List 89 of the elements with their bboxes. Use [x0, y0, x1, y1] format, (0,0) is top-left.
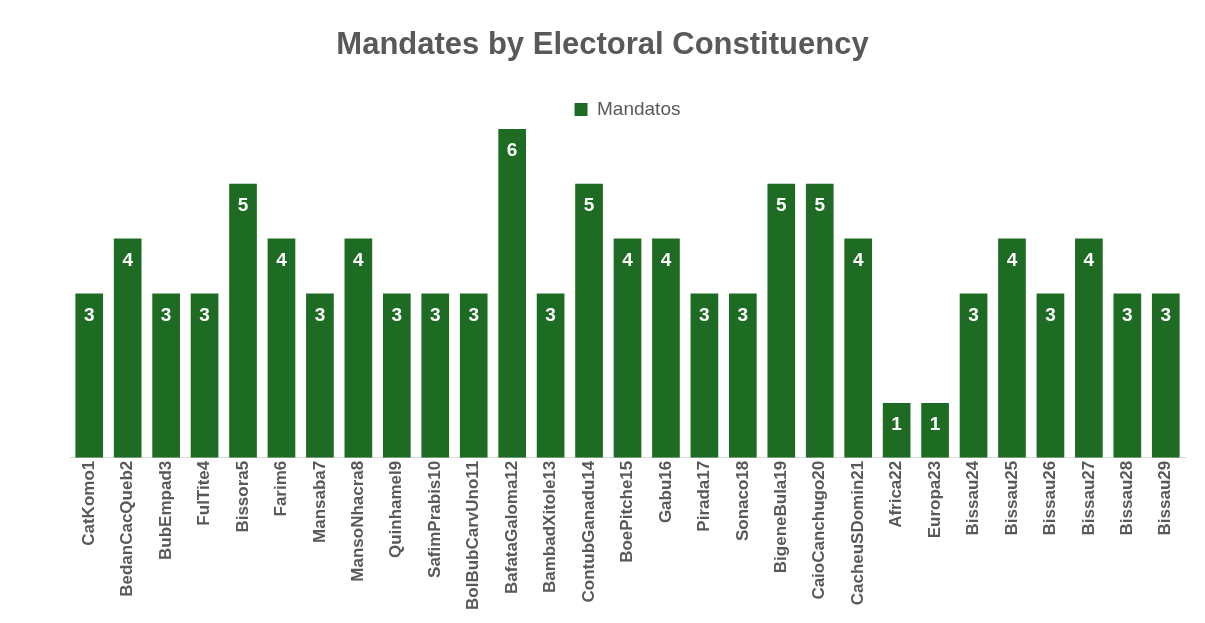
bar: [575, 183, 603, 458]
x-tick-label: BedanCacQueb2: [117, 460, 137, 597]
data-label: 4: [660, 248, 672, 270]
data-label: 6: [506, 139, 518, 161]
x-tick-label: BoePitche15: [617, 460, 637, 563]
bar: [536, 293, 565, 458]
bar: [767, 183, 796, 458]
data-label: 3: [83, 303, 95, 325]
data-label: 3: [1045, 303, 1056, 325]
x-tick-label: Quinhamel9: [386, 460, 406, 559]
x-tick-label: Bissau24: [963, 460, 983, 536]
data-label: 4: [852, 248, 864, 270]
bar: [1075, 238, 1103, 458]
bar: [421, 293, 450, 458]
data-label: 3: [1160, 303, 1172, 325]
bar: [459, 293, 488, 458]
x-tick-label: Bissau25: [1001, 460, 1021, 536]
x-tick-label: Bissau29: [1155, 460, 1175, 536]
bar: [267, 238, 296, 458]
bar: [690, 293, 719, 458]
data-label: 3: [314, 303, 326, 325]
x-tick-label: CatKomo1: [78, 460, 98, 546]
bar: [729, 293, 757, 458]
x-tick-label: Bissau26: [1040, 460, 1060, 536]
chart-title: Mandates by Electoral Constituency: [335, 26, 870, 62]
data-label: 3: [1122, 303, 1133, 325]
data-label: 3: [429, 303, 441, 325]
bar: [998, 238, 1026, 458]
data-label: 5: [237, 194, 249, 216]
x-tick-label: Farim6: [271, 460, 291, 517]
data-label: 1: [891, 413, 903, 435]
bar: [498, 129, 526, 458]
data-label: 3: [391, 303, 403, 325]
data-label: 3: [737, 303, 749, 325]
bar: [921, 402, 949, 458]
bar: [805, 183, 834, 458]
x-tick-label: Gabu16: [655, 460, 675, 524]
x-tick-label: FulTite4: [194, 460, 214, 526]
bar: [382, 293, 411, 458]
data-label: 3: [545, 303, 556, 325]
data-label: 3: [699, 303, 710, 325]
legend-label: Mandatos: [597, 97, 681, 119]
data-label: 5: [776, 194, 787, 216]
bar: [1036, 293, 1065, 458]
x-tick-label: Bissora5: [232, 460, 252, 533]
data-label: 4: [122, 248, 134, 270]
bar: [113, 238, 142, 458]
x-tick-label: CacheuSDomin21: [847, 460, 867, 606]
x-tick-label: BolBubCarvUno11: [463, 460, 483, 610]
bar: [152, 293, 180, 458]
bar: [844, 238, 873, 458]
bar: [344, 238, 373, 458]
x-tick-label: MansoNhacra8: [348, 460, 368, 582]
x-tick-label: Pirada17: [694, 460, 714, 532]
x-tick-label: Sonaco18: [732, 460, 752, 542]
x-tick-label: BigeneBula19: [770, 460, 790, 574]
data-label: 3: [160, 303, 172, 325]
data-label: 5: [583, 194, 595, 216]
bar: [75, 293, 104, 458]
data-label: 1: [929, 413, 941, 435]
x-tick-label: BambadXitole13: [540, 460, 560, 594]
data-label: 4: [1006, 248, 1018, 270]
x-tick-label: Europa23: [924, 460, 944, 539]
x-tick-label: SafimPrabis10: [424, 460, 444, 578]
x-tick-label: Mansaba7: [309, 460, 329, 543]
x-tick-label: Bissau27: [1078, 460, 1098, 536]
data-label: 3: [468, 303, 479, 325]
data-label: 4: [622, 248, 634, 270]
bar: [306, 293, 334, 458]
bar: [959, 293, 988, 458]
bar: [190, 293, 219, 458]
data-label: 4: [1083, 248, 1095, 270]
data-label: 3: [199, 303, 210, 325]
x-tick-label: Africa22: [886, 460, 906, 528]
bar: [229, 183, 257, 458]
x-tick-label: BubEmpad3: [155, 460, 175, 560]
x-tick-label: CaioCanchugo20: [809, 460, 829, 600]
data-label: 3: [968, 303, 979, 325]
data-label: 4: [276, 248, 288, 270]
bar: [613, 238, 642, 458]
data-label: 4: [353, 248, 365, 270]
bar: [652, 238, 680, 458]
x-tick-label: ContubGanadu14: [578, 460, 598, 603]
data-label: 5: [814, 194, 826, 216]
bar: [882, 402, 911, 458]
x-tick-label: BafataGaloma12: [501, 460, 521, 594]
x-tick-label: Bissau28: [1117, 460, 1137, 536]
bar: [1151, 293, 1180, 458]
bar: [1113, 293, 1142, 458]
